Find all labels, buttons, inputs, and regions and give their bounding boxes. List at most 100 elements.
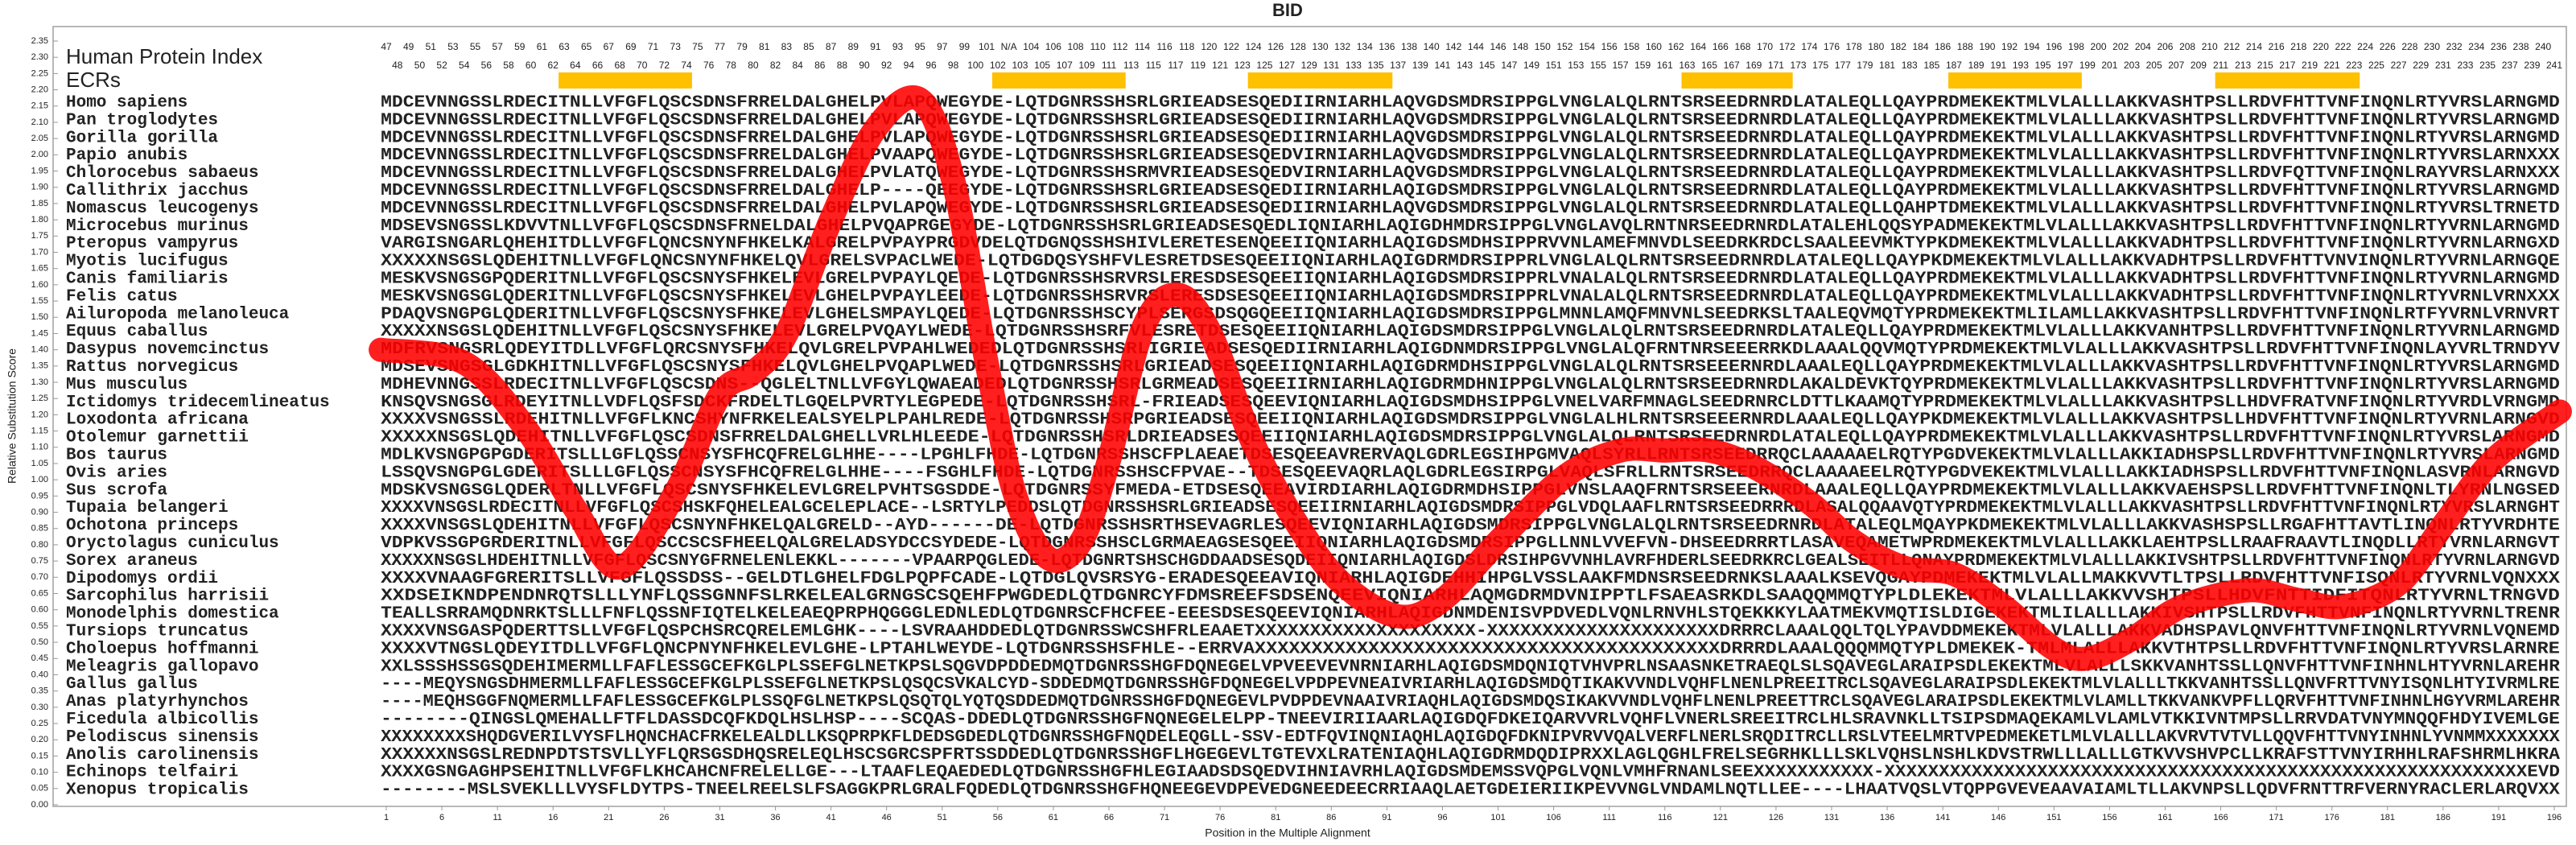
human-index: 80	[748, 60, 759, 71]
sequence: VDPKVSSGPGRDERITNLLVFGFLQSCCSCSFHEELQALG…	[381, 534, 2560, 553]
chart-title: BID	[1272, 0, 1303, 20]
human-index: 93	[892, 41, 904, 52]
human-index: 240	[2535, 41, 2551, 52]
x-tick-label: 51	[938, 813, 947, 822]
y-tick-label: 2.20	[31, 84, 48, 94]
y-tick-label: 2.35	[31, 36, 48, 46]
human-index: 82	[770, 60, 781, 71]
human-index: 216	[2269, 41, 2285, 52]
human-index: 140	[1424, 41, 1440, 52]
x-tick-label: 91	[1382, 813, 1391, 822]
x-tick-label: 146	[1991, 813, 2005, 822]
human-index: 236	[2491, 41, 2507, 52]
sequence: MDSEVSNGSSLKDVVTNLLVFGFLQSCSDNSFRNELDALG…	[381, 217, 2560, 236]
species-name: Oryctolagus cuniculus	[66, 534, 279, 553]
human-index: 74	[681, 60, 692, 71]
species-name: Gorilla gorilla	[66, 129, 218, 147]
species-name: Myotis lucifugus	[66, 253, 229, 271]
human-index: 107	[1057, 60, 1073, 71]
human-index: 56	[481, 60, 493, 71]
y-tick-label: 0.00	[31, 800, 48, 810]
x-tick-label: 76	[1215, 813, 1225, 822]
human-index: 199	[2079, 60, 2096, 71]
sequence: MDCEVNNGSSLRDECITNLLVFGFLQSCSDNSFRRELDAL…	[381, 182, 2560, 200]
sequence: XXXXVSNGSSLRDEHITNLLVFGFLKNCSHYNFRKELEAL…	[381, 411, 2560, 430]
y-tick-label: 0.95	[31, 491, 48, 501]
human-index: 174	[1801, 41, 1817, 52]
human-index: 167	[1724, 60, 1740, 71]
human-index: 186	[1935, 41, 1951, 52]
human-index: 83	[781, 41, 793, 52]
y-tick-label: 1.75	[31, 231, 48, 241]
sequence: XXLSSSHSSGSQDEHIMERMLLFAFLESSGCEFKGLPLSS…	[381, 657, 2560, 676]
y-tick-label: 1.25	[31, 394, 48, 403]
species-name: Ovis aries	[66, 464, 167, 482]
human-index: 176	[1824, 41, 1840, 52]
human-index: 113	[1123, 60, 1139, 71]
y-tick-label: 0.80	[31, 540, 48, 550]
x-tick-label: 186	[2436, 813, 2450, 822]
x-tick-label: 126	[1769, 813, 1783, 822]
x-tick-label: 1	[384, 813, 389, 822]
y-tick-label: 0.55	[31, 621, 48, 631]
human-index: 102	[990, 60, 1006, 71]
human-index: 238	[2513, 41, 2529, 52]
species-name: Bos taurus	[66, 447, 167, 465]
human-index: 182	[1890, 41, 1906, 52]
human-index: 63	[558, 41, 570, 52]
y-tick-label: 1.85	[31, 199, 48, 208]
human-index: 168	[1734, 41, 1750, 52]
x-tick-label: 21	[604, 813, 613, 822]
species-name: Tursiops truncatus	[66, 623, 249, 641]
y-tick-label: 0.40	[31, 670, 48, 679]
human-index: 149	[1523, 60, 1539, 71]
y-tick-label: 1.20	[31, 410, 48, 419]
human-index: 100	[967, 60, 983, 71]
species-name: Ictidomys tridecemlineatus	[66, 394, 330, 412]
human-index: 177	[1835, 60, 1851, 71]
human-index: 135	[1368, 60, 1384, 71]
human-index: 95	[914, 41, 925, 52]
y-tick-label: 0.85	[31, 524, 48, 534]
human-index: 84	[792, 60, 803, 71]
human-index: 124	[1246, 41, 1262, 52]
human-index: 226	[2380, 41, 2396, 52]
sequence: MDCEVNNGSSLRDECITNLLVFGFLQSCSDNSFRRELDAL…	[381, 129, 2560, 147]
human-index: 69	[625, 41, 637, 52]
human-index: 208	[2179, 41, 2195, 52]
human-index: 143	[1457, 60, 1473, 71]
human-index: 218	[2290, 41, 2306, 52]
human-index: 178	[1846, 41, 1862, 52]
sequence: ----MEQHSGGFNQMERMLLFAFLESSGCEFKGLPLSSQF…	[381, 693, 2560, 711]
human-index: 155	[1590, 60, 1606, 71]
human-index: 48	[392, 60, 403, 71]
ecr-bar	[991, 72, 1126, 89]
human-index: 88	[837, 60, 848, 71]
human-index: 171	[1768, 60, 1784, 71]
human-index: 190	[1979, 41, 1995, 52]
human-index: 180	[1868, 41, 1884, 52]
human-index: 99	[959, 41, 971, 52]
human-index: 132	[1334, 41, 1350, 52]
human-index: 224	[2357, 41, 2373, 52]
human-index: 170	[1757, 41, 1773, 52]
human-index: 133	[1346, 60, 1362, 71]
human-index: 138	[1401, 41, 1417, 52]
human-index: 184	[1913, 41, 1929, 52]
human-index: 92	[881, 60, 892, 71]
y-tick-label: 2.25	[31, 68, 48, 78]
species-name: Dipodomys ordii	[66, 570, 218, 588]
x-tick-label: 176	[2325, 813, 2339, 822]
human-index: 151	[1546, 60, 1562, 71]
y-tick-label: 1.55	[31, 296, 48, 306]
human-index: 136	[1379, 41, 1395, 52]
human-index: 213	[2235, 60, 2251, 71]
y-tick-label: 0.20	[31, 735, 48, 744]
species-name: Sorex araneus	[66, 552, 198, 571]
human-index: 58	[503, 60, 514, 71]
human-index: 98	[948, 60, 959, 71]
x-tick-label: 191	[2492, 813, 2506, 822]
species-name: Echinops telfairi	[66, 764, 238, 782]
y-tick-label: 0.15	[31, 751, 48, 760]
